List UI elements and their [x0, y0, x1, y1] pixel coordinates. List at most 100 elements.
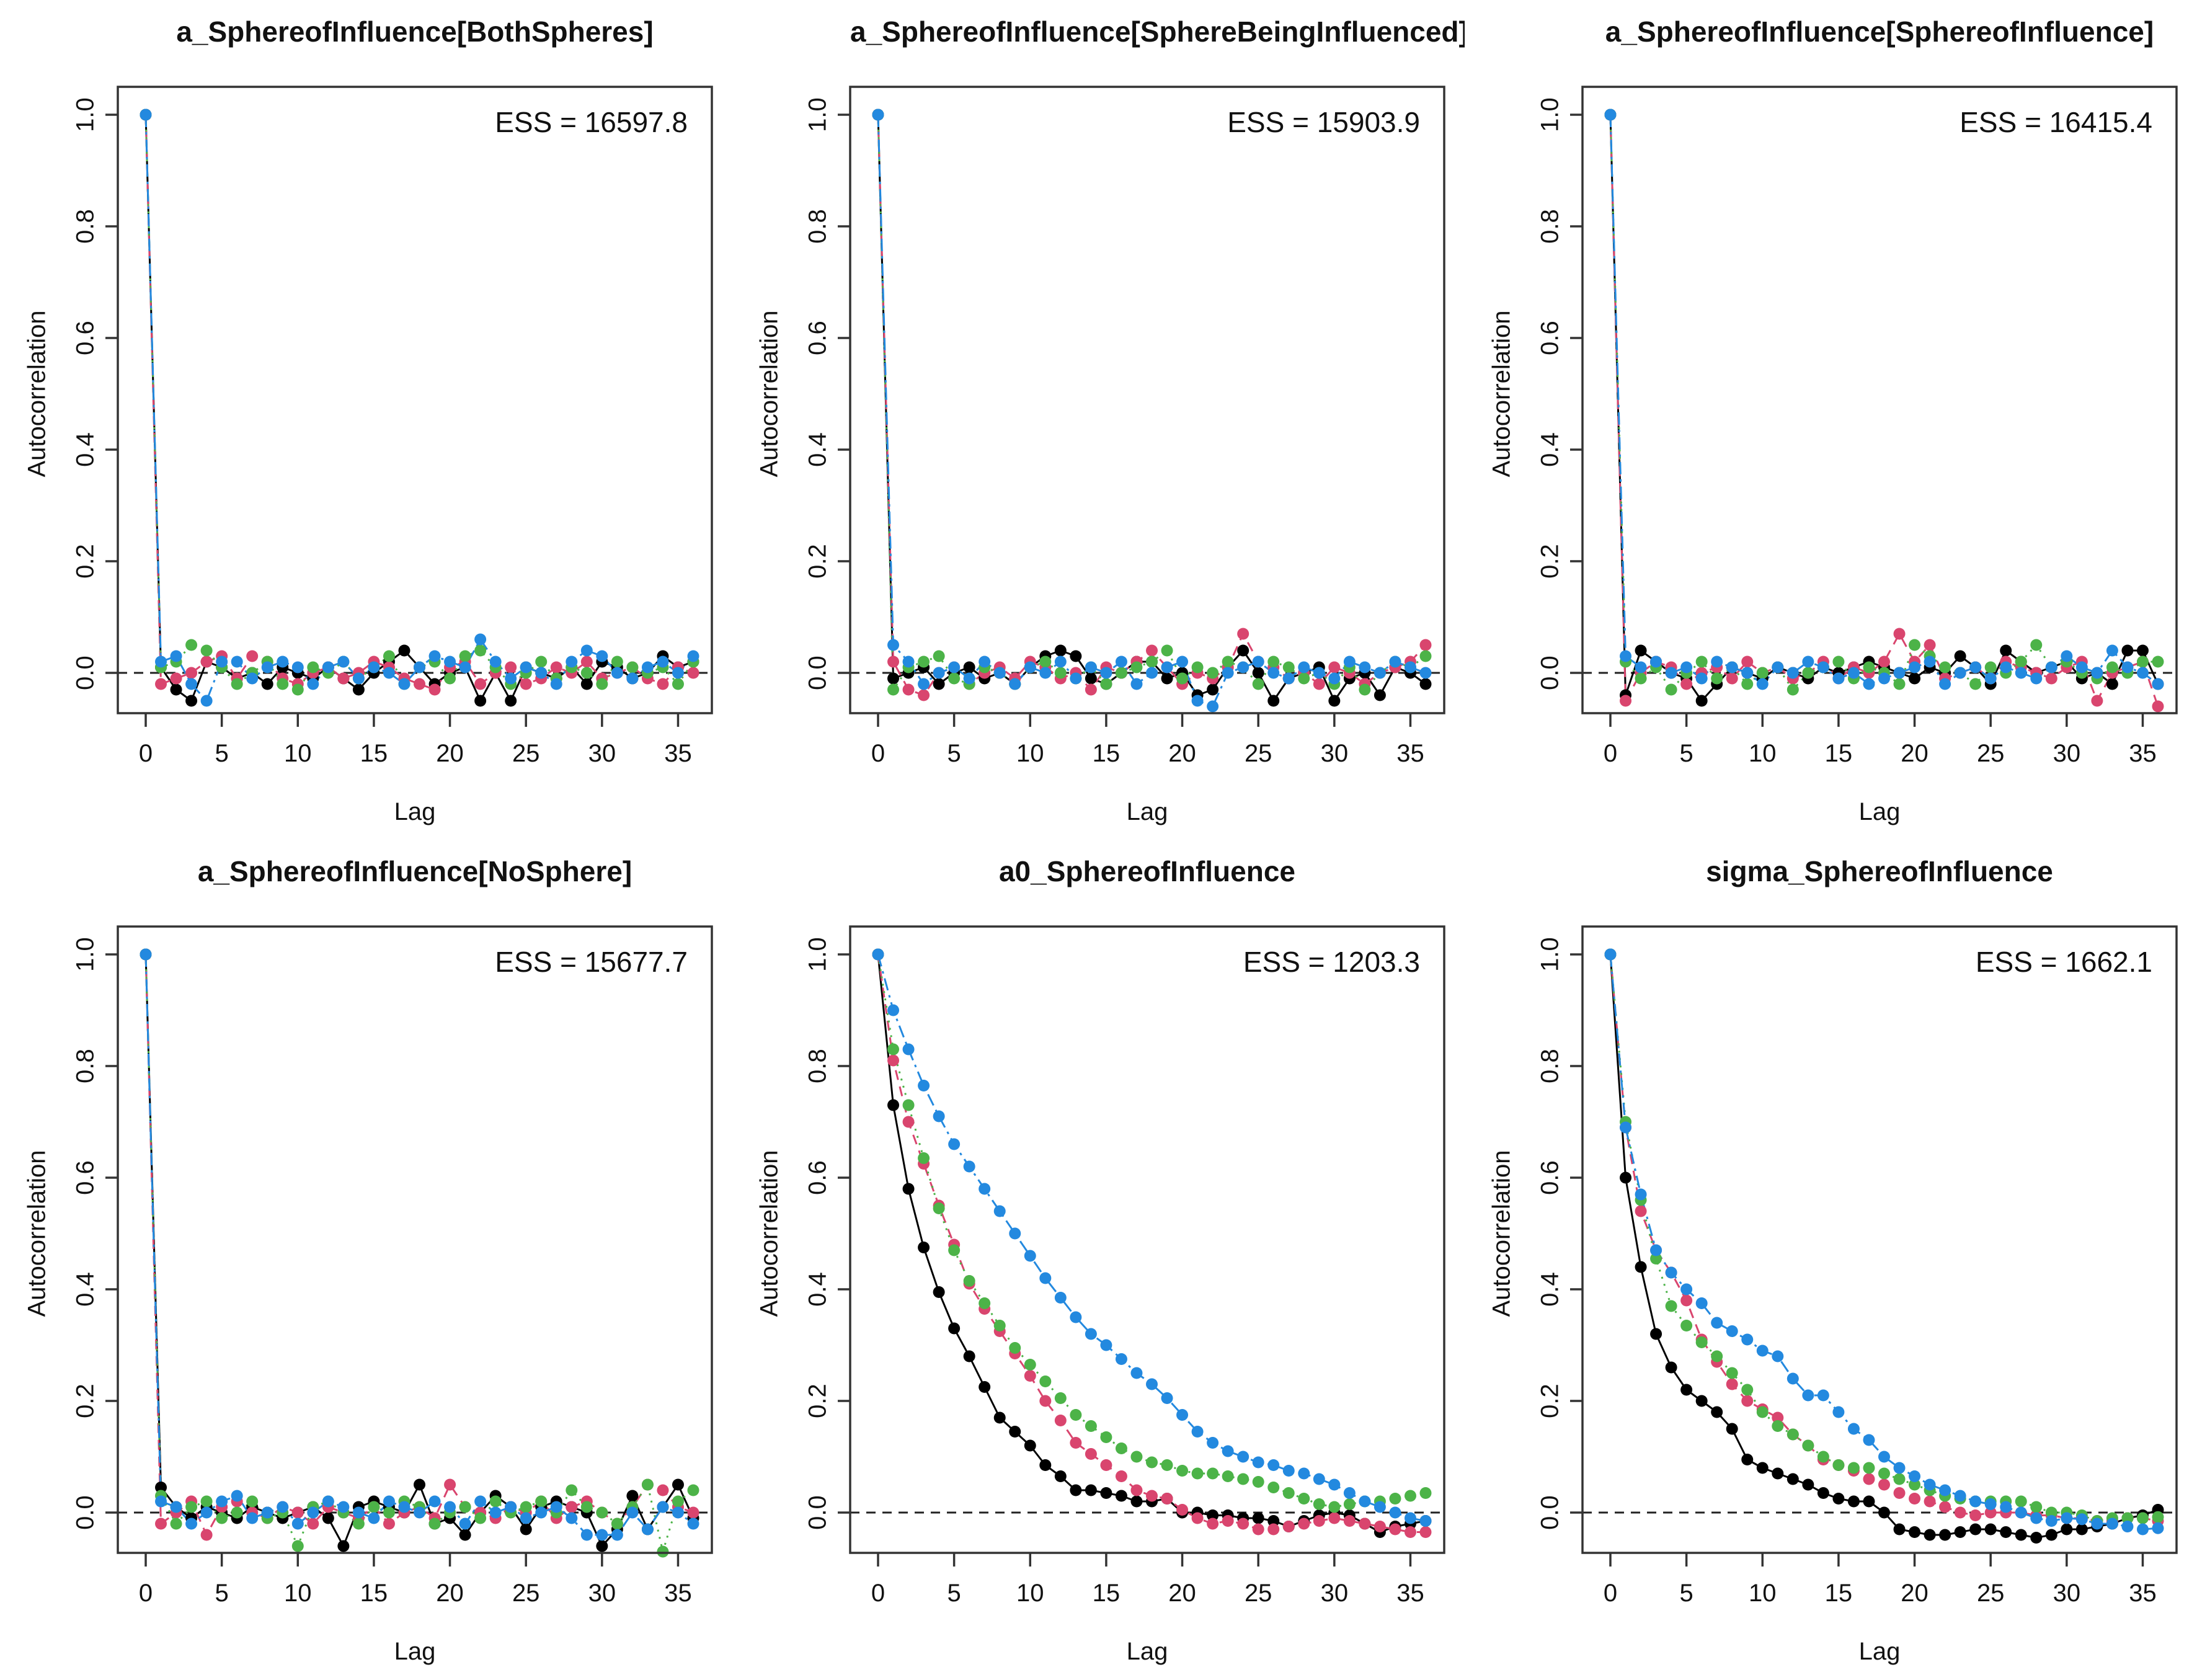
acf-plot: 0.0 0.2 0.4 0.6 0.8 1.0 Autocorrelation 0 5 10 15 2… — [1488, 86, 2178, 825]
svg-text:0.8: 0.8 — [72, 1049, 99, 1083]
svg-text:1.0: 1.0 — [804, 937, 832, 972]
acf-plot: 0.0 0.2 0.4 0.6 0.8 1.0 Autocorrelation 0 5 10 15 2… — [24, 925, 713, 1665]
svg-text:1.0: 1.0 — [72, 97, 99, 132]
svg-text:5: 5 — [948, 740, 961, 767]
ess-annotation: ESS = 1662.1 — [1975, 946, 2152, 978]
svg-text:10: 10 — [284, 740, 312, 767]
svg-text:20: 20 — [436, 740, 464, 767]
svg-text:0.2: 0.2 — [804, 1384, 832, 1418]
svg-text:Lag: Lag — [1859, 798, 1901, 825]
svg-text:30: 30 — [588, 740, 616, 767]
svg-text:10: 10 — [1749, 1580, 1777, 1607]
acf-plot: 0.0 0.2 0.4 0.6 0.8 1.0 Autocorrelation 0 5 10 15 2… — [24, 86, 713, 825]
svg-text:10: 10 — [284, 1580, 312, 1607]
svg-text:35: 35 — [664, 1580, 692, 1607]
svg-text:20: 20 — [436, 1580, 464, 1607]
svg-text:0.2: 0.2 — [1537, 1384, 1564, 1418]
svg-text:25: 25 — [1977, 1580, 2005, 1607]
svg-text:0: 0 — [871, 1580, 885, 1607]
svg-text:Autocorrelation: Autocorrelation — [24, 1150, 51, 1317]
panel-title: sigma_SphereofInfluence — [1706, 855, 2053, 887]
svg-text:0.4: 0.4 — [804, 432, 832, 467]
svg-text:5: 5 — [948, 1580, 961, 1607]
svg-text:Lag: Lag — [1859, 1638, 1901, 1665]
acf-panel-spherebeinginfluenced: a_SphereofInfluence[SphereBeingInfluence… — [732, 0, 1465, 840]
acf-panel-bothspheres: a_SphereofInfluence[BothSpheres] ESS = 1… — [0, 0, 732, 840]
svg-text:20: 20 — [1901, 740, 1928, 767]
svg-text:30: 30 — [2053, 1580, 2081, 1607]
svg-text:Autocorrelation: Autocorrelation — [756, 1150, 783, 1317]
svg-text:0.2: 0.2 — [72, 1384, 99, 1418]
svg-text:0: 0 — [139, 1580, 153, 1607]
svg-text:0.8: 0.8 — [804, 1049, 832, 1083]
svg-text:15: 15 — [1093, 740, 1121, 767]
ess-annotation: ESS = 1203.3 — [1243, 946, 1420, 978]
svg-text:0.6: 0.6 — [804, 1160, 832, 1195]
svg-text:5: 5 — [215, 1580, 229, 1607]
svg-text:20: 20 — [1901, 1580, 1928, 1607]
svg-text:10: 10 — [1016, 1580, 1044, 1607]
ess-annotation: ESS = 15903.9 — [1227, 106, 1420, 138]
panel-title: a0_SphereofInfluence — [998, 855, 1296, 887]
svg-text:1.0: 1.0 — [1537, 937, 1564, 972]
panel-title: a_SphereofInfluence[BothSpheres] — [176, 16, 654, 48]
svg-text:15: 15 — [1825, 740, 1853, 767]
svg-text:30: 30 — [1321, 740, 1349, 767]
svg-text:0.4: 0.4 — [1537, 432, 1564, 467]
svg-text:10: 10 — [1016, 740, 1044, 767]
svg-text:0.8: 0.8 — [1537, 1049, 1564, 1083]
svg-text:5: 5 — [1680, 740, 1693, 767]
svg-text:Autocorrelation: Autocorrelation — [1488, 310, 1516, 477]
svg-text:0.0: 0.0 — [72, 1495, 99, 1530]
svg-text:25: 25 — [1245, 1580, 1272, 1607]
svg-text:0.2: 0.2 — [804, 544, 832, 579]
svg-text:5: 5 — [1680, 1580, 1693, 1607]
svg-text:35: 35 — [2129, 740, 2157, 767]
svg-text:0.4: 0.4 — [72, 432, 99, 467]
svg-text:0.4: 0.4 — [804, 1272, 832, 1307]
acf-plot: 0.0 0.2 0.4 0.6 0.8 1.0 Autocorrelation 0 5 10 15 2… — [756, 925, 1445, 1665]
svg-text:0.8: 0.8 — [72, 209, 99, 244]
svg-text:0: 0 — [871, 740, 885, 767]
ess-annotation: ESS = 15677.7 — [495, 946, 688, 978]
acf-plot: 0.0 0.2 0.4 0.6 0.8 1.0 Autocorrelation 0 5 10 15 2… — [756, 86, 1445, 825]
svg-text:0.4: 0.4 — [1537, 1272, 1564, 1307]
svg-text:30: 30 — [588, 1580, 616, 1607]
svg-text:15: 15 — [360, 1580, 388, 1607]
svg-text:20: 20 — [1168, 1580, 1196, 1607]
svg-text:0: 0 — [1604, 1580, 1617, 1607]
svg-text:0.0: 0.0 — [804, 656, 832, 690]
svg-text:25: 25 — [1977, 740, 2005, 767]
panel-title: a_SphereofInfluence[SphereofInfluence] — [1605, 16, 2154, 48]
svg-text:35: 35 — [2129, 1580, 2157, 1607]
svg-text:0.0: 0.0 — [1537, 656, 1564, 690]
acf-panel-a0: a0_SphereofInfluence ESS = 1203.3 0.0 0.2… — [732, 840, 1465, 1679]
svg-text:0.6: 0.6 — [804, 321, 832, 355]
ess-annotation: ESS = 16597.8 — [495, 106, 688, 138]
svg-text:5: 5 — [215, 740, 229, 767]
svg-text:1.0: 1.0 — [804, 97, 832, 132]
svg-text:0.6: 0.6 — [1537, 321, 1564, 355]
svg-text:0.8: 0.8 — [1537, 209, 1564, 244]
acf-panel-sigma: sigma_SphereofInfluence ESS = 1662.1 0.0… — [1465, 840, 2197, 1679]
svg-text:Autocorrelation: Autocorrelation — [24, 310, 51, 477]
panel-title: a_SphereofInfluence[NoSphere] — [197, 855, 632, 887]
svg-text:Lag: Lag — [394, 798, 436, 825]
acf-panel-sphereofinfluence: a_SphereofInfluence[SphereofInfluence] E… — [1465, 0, 2197, 840]
svg-text:0.8: 0.8 — [804, 209, 832, 244]
svg-text:Autocorrelation: Autocorrelation — [1488, 1150, 1516, 1317]
ess-annotation: ESS = 16415.4 — [1960, 106, 2152, 138]
svg-text:35: 35 — [664, 740, 692, 767]
svg-text:15: 15 — [1825, 1580, 1853, 1607]
svg-text:0.4: 0.4 — [72, 1272, 99, 1307]
svg-text:0.2: 0.2 — [1537, 544, 1564, 579]
svg-text:25: 25 — [512, 740, 540, 767]
svg-text:0: 0 — [1604, 740, 1617, 767]
svg-text:35: 35 — [1396, 1580, 1424, 1607]
svg-text:0.6: 0.6 — [72, 321, 99, 355]
svg-text:0.6: 0.6 — [1537, 1160, 1564, 1195]
panel-title: a_SphereofInfluence[SphereBeingInfluence… — [850, 16, 1465, 48]
svg-text:0.6: 0.6 — [72, 1160, 99, 1195]
svg-text:Lag: Lag — [1127, 798, 1168, 825]
